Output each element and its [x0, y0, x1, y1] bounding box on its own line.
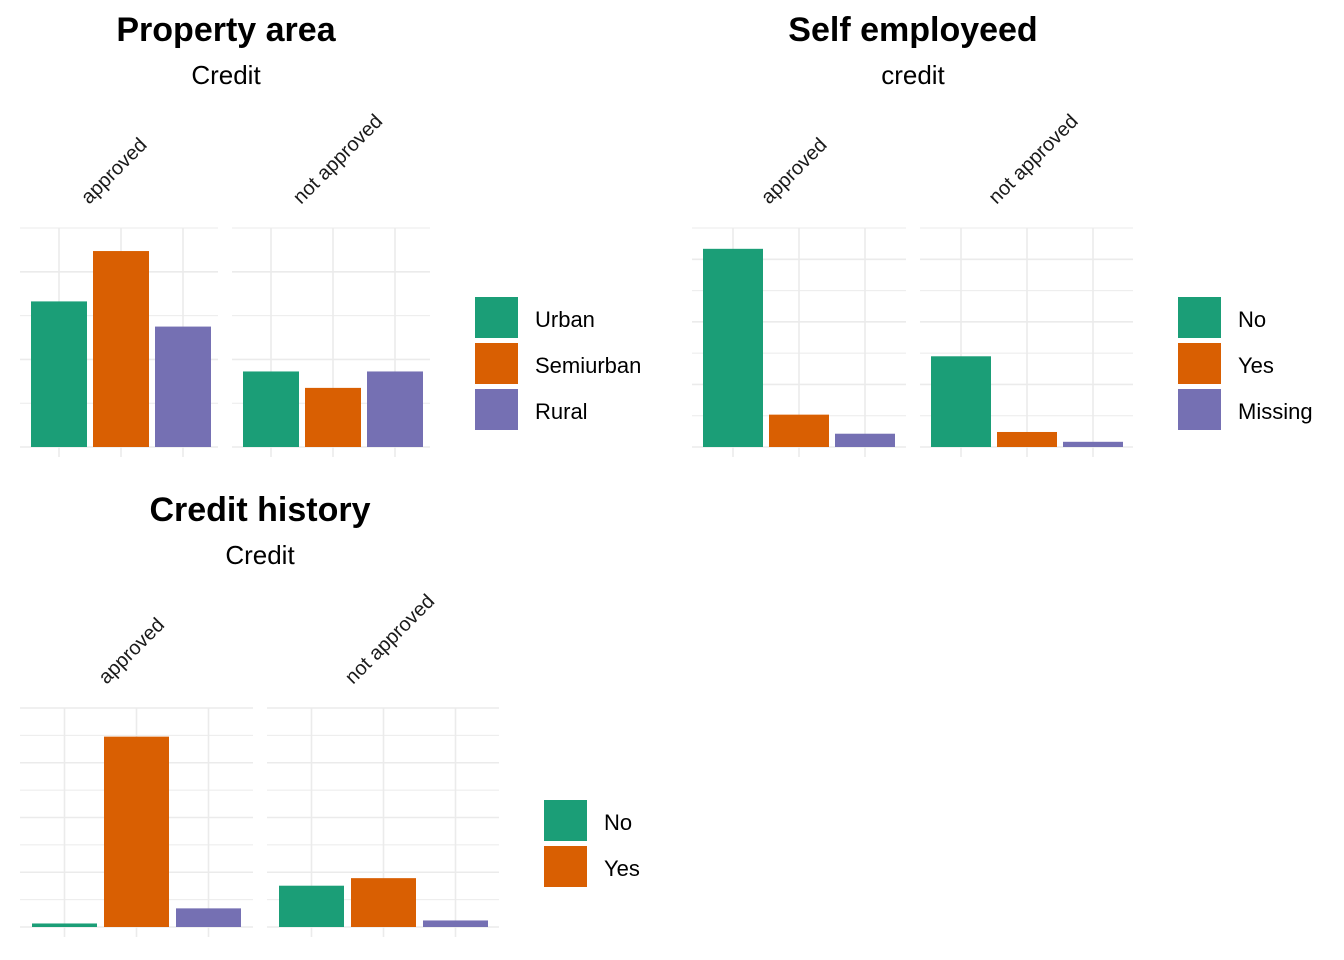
chart-subtitle: Credit [225, 540, 295, 570]
facet-label: not approved [984, 110, 1082, 208]
bar [367, 371, 423, 447]
legend-swatch [475, 389, 518, 430]
facet-panel: not approved [267, 590, 499, 937]
facet-label: approved [77, 134, 152, 209]
legend-swatch [1178, 389, 1221, 430]
chart-title: Property area [116, 11, 336, 49]
bar [423, 920, 488, 927]
legend-swatch [475, 297, 518, 338]
facet-panel: approved [692, 134, 906, 457]
chart-title: Self employeed [788, 11, 1037, 49]
facet-panel: approved [20, 614, 253, 937]
facet-label: approved [94, 614, 169, 689]
legend-label: Yes [1238, 353, 1274, 378]
legend-swatch [544, 846, 587, 887]
bar [93, 251, 149, 447]
chart-0: Property area Credit approved not approved U… [20, 11, 641, 457]
bar [31, 301, 87, 447]
legend-label: Rural [535, 399, 588, 424]
bar [835, 433, 895, 447]
bar [769, 414, 829, 447]
bar [279, 885, 344, 927]
legend-swatch [1178, 297, 1221, 338]
bar [997, 431, 1057, 447]
chart-1: Self employeed credit approved not approved… [692, 11, 1313, 457]
bar [32, 923, 97, 927]
facet-panel: not approved [232, 110, 430, 457]
facet-panel: not approved [920, 110, 1133, 457]
facet-label: not approved [289, 110, 387, 208]
bar [155, 326, 211, 447]
legend-swatch [1178, 343, 1221, 384]
bar [176, 908, 241, 927]
chart-subtitle: credit [881, 60, 945, 90]
bar [703, 248, 763, 447]
bar [1063, 441, 1123, 447]
legend-label: Yes [604, 856, 640, 881]
legend-label: Missing [1238, 399, 1313, 424]
facet-label: approved [757, 134, 832, 209]
bar [104, 736, 169, 927]
legend-label: No [1238, 307, 1266, 332]
facet-panel: approved [20, 134, 218, 457]
bar [931, 356, 991, 447]
legend-swatch [544, 800, 587, 841]
chart-2: Credit history Credit approved not approved… [20, 491, 640, 937]
legend-label: Urban [535, 307, 595, 332]
chart-title: Credit history [149, 491, 370, 529]
bar [243, 371, 299, 447]
legend-label: Semiurban [535, 353, 641, 378]
legend-swatch [475, 343, 518, 384]
legend-label: No [604, 810, 632, 835]
facet-label: not approved [341, 590, 439, 688]
chart-subtitle: Credit [191, 60, 261, 90]
bar [351, 878, 416, 927]
bar [305, 387, 361, 447]
